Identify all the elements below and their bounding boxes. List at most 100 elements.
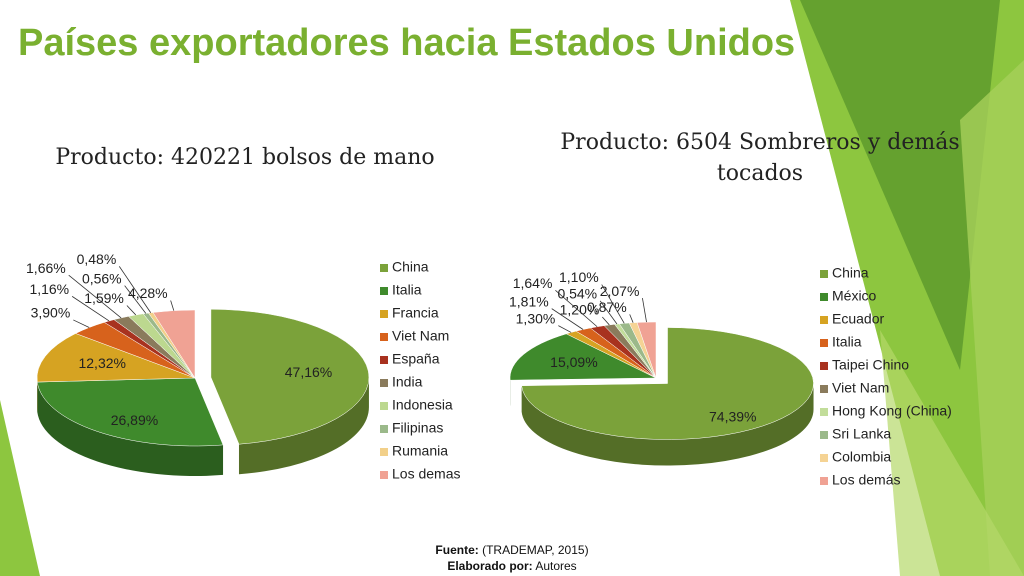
- legend-swatch: [820, 477, 828, 485]
- slice: [36, 377, 224, 447]
- leader-line: [602, 316, 610, 326]
- legend-swatch: [820, 362, 828, 370]
- source-label: Fuente:: [435, 543, 479, 557]
- data-label: 15,09%: [550, 354, 597, 370]
- data-label: 47,16%: [285, 364, 332, 380]
- data-label: 0,87%: [587, 299, 627, 315]
- leader-line: [599, 300, 618, 325]
- legend-swatch: [380, 333, 388, 341]
- data-label: 1,59%: [84, 290, 124, 306]
- legend-label: Italia: [832, 334, 862, 350]
- legend-swatch: [820, 293, 828, 301]
- legend-label: Viet Nam: [832, 380, 889, 396]
- leader-line: [555, 290, 598, 328]
- decor: [960, 60, 1024, 576]
- decor: [800, 0, 1000, 370]
- data-label: 1,30%: [516, 310, 556, 326]
- data-label: 12,32%: [78, 355, 125, 371]
- legend-swatch: [380, 379, 388, 387]
- data-label: 26,89%: [111, 412, 158, 428]
- legend-swatch: [380, 471, 388, 479]
- legend-label: Colombia: [832, 449, 891, 465]
- chart-title: Producto: 420221 bolsos de mano: [55, 145, 435, 170]
- pie: [509, 321, 814, 466]
- legend-swatch: [380, 402, 388, 410]
- data-label: 0,54%: [557, 286, 597, 302]
- data-label: 1,81%: [509, 293, 549, 309]
- decor: [880, 330, 1024, 576]
- legend-swatch: [380, 356, 388, 364]
- leader-line: [71, 296, 110, 322]
- slice: [636, 321, 657, 379]
- slide-title: Países exportadores hacia Estados Unidos: [18, 22, 796, 64]
- legend-swatch: [380, 448, 388, 456]
- legend-swatch: [820, 316, 828, 324]
- leader-line: [73, 319, 90, 328]
- legend-label: Ecuador: [832, 311, 884, 327]
- author-label: Elaborado por:: [447, 559, 533, 573]
- data-label: 1,10%: [559, 269, 599, 285]
- leader-line: [551, 308, 584, 330]
- source: (TRADEMAP, 2015): [482, 543, 589, 557]
- data-label: 0,48%: [77, 251, 117, 267]
- leader-line: [170, 300, 175, 311]
- slice-side: [521, 383, 814, 466]
- slice: [36, 333, 196, 383]
- legend-label: Filipinas: [392, 420, 443, 436]
- slice: [152, 309, 196, 379]
- slice-side: [37, 382, 224, 476]
- footer: Fuente: (TRADEMAP, 2015) Elaborado por: …: [362, 542, 662, 574]
- data-label: 1,16%: [29, 281, 69, 297]
- data-label: 4,28%: [128, 285, 168, 301]
- data-label: 74,39%: [709, 408, 756, 424]
- legend-label: Los demas: [392, 466, 460, 482]
- legend-swatch: [820, 454, 828, 462]
- legend-label: Sri Lanka: [832, 426, 891, 442]
- legend-label: Taipei Chino: [832, 357, 909, 373]
- slice: [509, 333, 657, 381]
- data-label: 1,64%: [513, 275, 553, 291]
- leader-line: [118, 266, 152, 313]
- data-label: 1,66%: [26, 260, 66, 276]
- legend-swatch: [380, 425, 388, 433]
- legend-label: Hong Kong (China): [832, 403, 952, 419]
- slice: [521, 327, 814, 440]
- decor: [0, 400, 40, 576]
- leader-line: [629, 314, 634, 323]
- legend-swatch: [820, 408, 828, 416]
- legend-swatch: [380, 310, 388, 318]
- legend-swatch: [820, 431, 828, 439]
- leader-line: [642, 298, 647, 323]
- legend-label: Italia: [392, 282, 422, 298]
- legend-label: Viet Nam: [392, 328, 449, 344]
- slice-side: [238, 377, 369, 475]
- legend-swatch: [820, 385, 828, 393]
- legend-label: México: [832, 288, 877, 304]
- data-label: 3,90%: [31, 305, 71, 321]
- legend-label: China: [832, 265, 869, 281]
- data-label: 1,20%: [560, 302, 600, 318]
- legend-label: Los demás: [832, 472, 900, 488]
- pie: [36, 309, 370, 476]
- legend-label: China: [392, 259, 429, 275]
- data-label: 0,56%: [82, 270, 122, 286]
- legend-swatch: [380, 264, 388, 272]
- legend-swatch: [820, 339, 828, 347]
- leader-line: [558, 325, 572, 333]
- legend-label: Francia: [392, 305, 439, 321]
- chart-title: Producto: 6504 Sombreros y demás tocados: [560, 130, 960, 186]
- slice: [210, 309, 370, 445]
- leader-line: [126, 305, 137, 316]
- legend-label: India: [392, 374, 423, 390]
- legend-label: Rumania: [392, 443, 448, 459]
- legend-swatch: [820, 270, 828, 278]
- legend-label: España: [392, 351, 440, 367]
- legend-swatch: [380, 287, 388, 295]
- legend-label: Indonesia: [392, 397, 453, 413]
- leader-line: [124, 285, 147, 314]
- leader-line: [601, 284, 625, 324]
- author: Autores: [535, 559, 577, 573]
- leader-line: [68, 274, 122, 319]
